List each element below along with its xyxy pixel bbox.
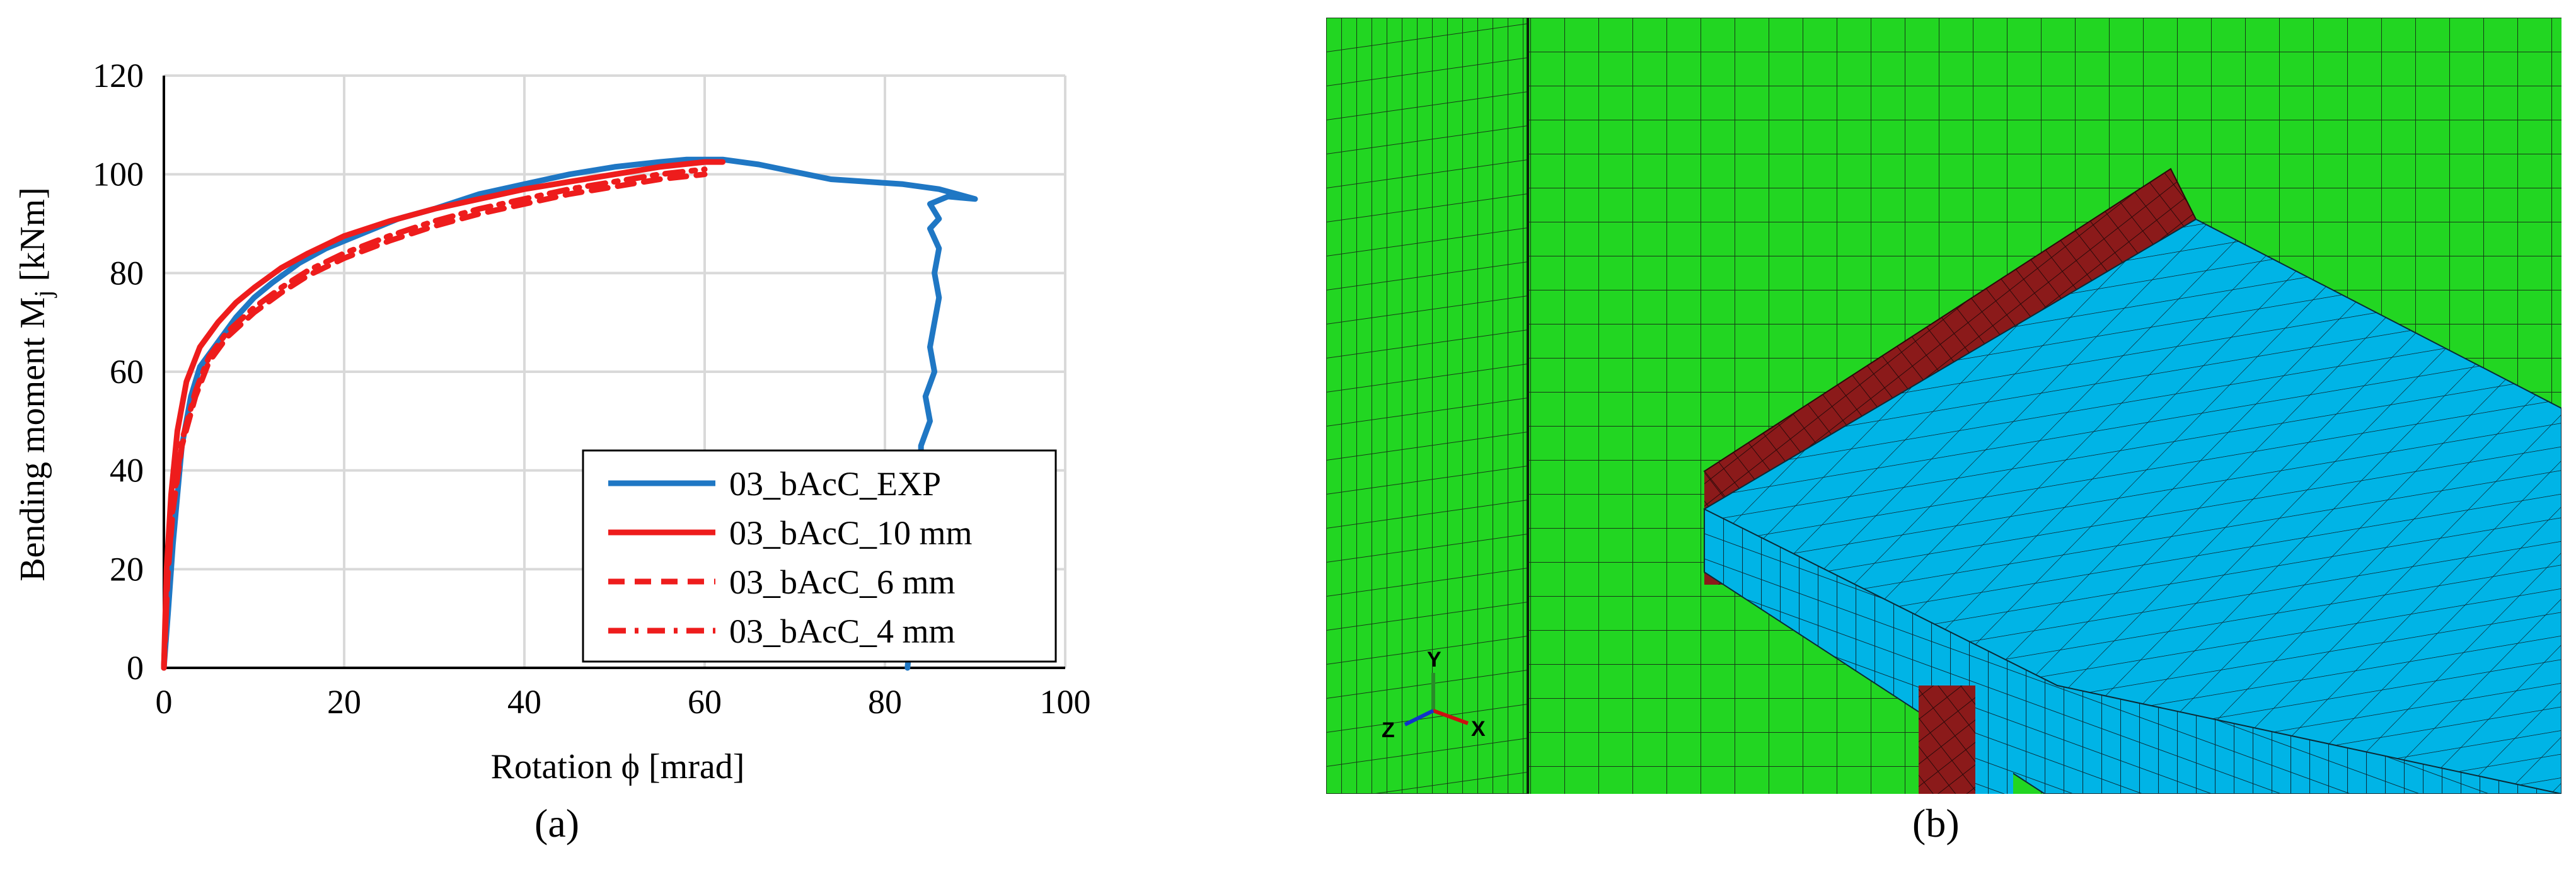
- y-axis-label: Bending moment Mj [kNm]: [13, 187, 57, 582]
- series-line-4: [161, 166, 708, 671]
- y-axis-label-subscript: j: [29, 290, 57, 299]
- column-side-face: [1326, 18, 1535, 794]
- flange-front-edge: [1704, 508, 2562, 794]
- axis-triad: Y X Z: [1382, 648, 1486, 742]
- x-tick-label: 60: [688, 683, 722, 721]
- chart-tick-labels: 0 20 40 60 80 100 0 20 40 60 80 100 120: [93, 57, 1091, 721]
- caption-a-text: (a): [534, 801, 580, 846]
- y-tick-label: 100: [93, 156, 144, 193]
- x-tick-label: 100: [1040, 683, 1091, 721]
- x-axis-label: Rotation ϕ [mrad]: [491, 747, 745, 786]
- caption-b-text: (b): [1912, 801, 1960, 846]
- axis-z-label: Z: [1382, 718, 1395, 742]
- web-weld: [1919, 686, 1975, 794]
- legend-label-4: 03_bAcC_4 mm: [729, 612, 956, 650]
- fem-mesh-model: Y X Z: [1326, 18, 2562, 794]
- chart-series: [161, 156, 978, 671]
- y-tick-label: 0: [127, 649, 144, 687]
- y-tick-label: 120: [93, 57, 144, 95]
- x-axis-arrow: [1432, 709, 1469, 725]
- y-tick-label: 20: [110, 550, 144, 588]
- x-tick-label: 40: [507, 683, 541, 721]
- series-line-1: [161, 156, 978, 671]
- legend-label-3: 03_bAcC_6 mm: [729, 563, 956, 601]
- moment-rotation-chart: 0 20 40 60 80 100 0 20 40 60 80 100 120 Rotation ϕ […: [13, 57, 1091, 786]
- series-line-2: [161, 159, 726, 671]
- axis-x-label: X: [1471, 717, 1486, 741]
- y-axis-label-unit: [kNm]: [13, 187, 52, 290]
- y-tick-label: 40: [110, 452, 144, 490]
- chart-legend: 03_bAcC_EXP 03_bAcC_10 mm 03_bAcC_6 mm 03_b…: [582, 449, 1057, 663]
- caption-b: (b): [1912, 800, 1960, 847]
- web-plate: [1975, 686, 2013, 794]
- y-axis-label-main: Bending moment M: [13, 297, 52, 582]
- x-tick-label: 20: [327, 683, 361, 721]
- y-tick-label: 80: [110, 254, 144, 292]
- x-tick-label: 0: [156, 683, 173, 721]
- caption-a: (a): [534, 800, 579, 847]
- z-axis-arrow: [1404, 709, 1435, 726]
- axis-y-label: Y: [1427, 648, 1441, 672]
- x-tick-label: 80: [868, 683, 902, 721]
- legend-label-2: 03_bAcC_10 mm: [729, 514, 973, 552]
- y-tick-label: 60: [110, 353, 144, 391]
- legend-label-1: 03_bAcC_EXP: [729, 465, 941, 503]
